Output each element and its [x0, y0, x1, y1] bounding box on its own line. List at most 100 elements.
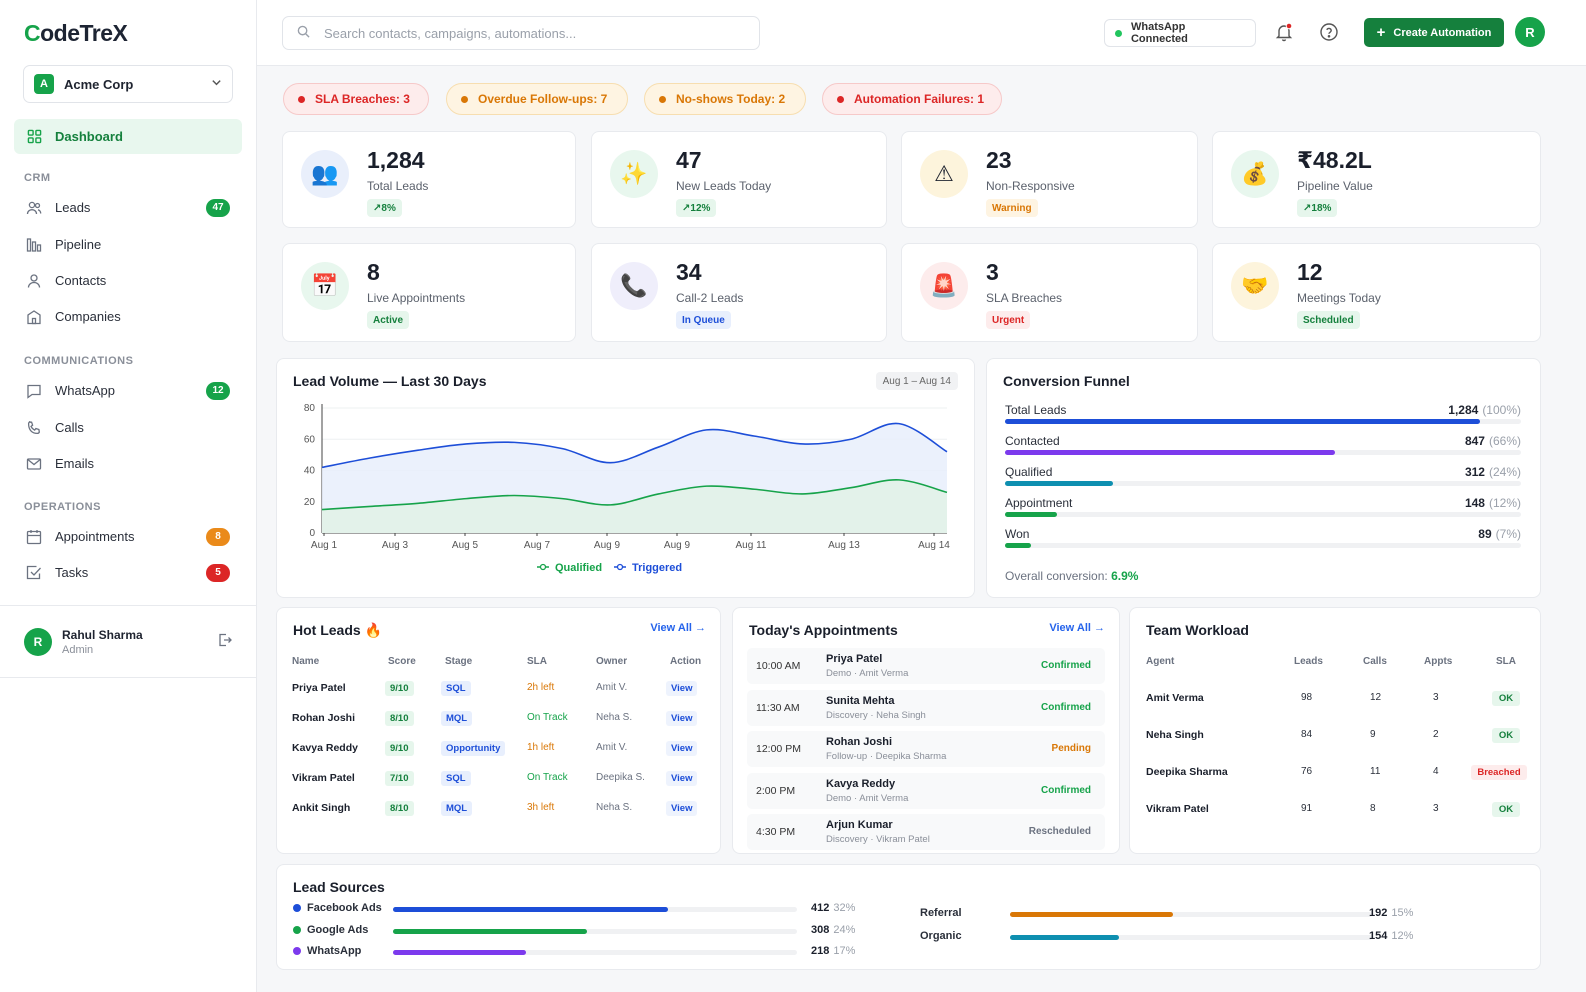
logout-icon[interactable] — [217, 632, 233, 651]
kpi-card[interactable]: 🚨 3 SLA Breaches Urgent — [901, 243, 1198, 342]
sidebar-item-calls[interactable]: Calls — [14, 410, 242, 445]
lead-name[interactable]: Vikram Patel — [292, 772, 355, 784]
lead-name[interactable]: Ankit Singh — [292, 802, 351, 814]
view-lead-button[interactable]: View — [666, 681, 698, 696]
agent-leads: 98 — [1301, 692, 1313, 703]
appointment-row[interactable]: 11:30 AM Sunita Mehta Discovery · Neha Sin… — [747, 689, 1105, 726]
whatsapp-status[interactable]: WhatsApp Connected — [1104, 19, 1256, 47]
view-lead-button[interactable]: View — [666, 711, 698, 726]
score-chip: 7/10 — [385, 771, 414, 786]
search-bar[interactable] — [282, 16, 760, 50]
create-automation-button[interactable]: + Create Automation — [1364, 18, 1504, 47]
hot-leads-view-all-link[interactable]: View All → — [650, 622, 706, 634]
funnel-bar-fill — [1005, 512, 1057, 517]
date-range-chip[interactable]: Aug 1 – Aug 14 — [875, 372, 958, 390]
sla-status: 1h left — [527, 742, 555, 753]
sidebar-item-dashboard[interactable]: Dashboard — [14, 119, 242, 154]
kpi-card[interactable]: 💰 ₹48.2L Pipeline Value ↗18% — [1212, 131, 1541, 228]
lead-name[interactable]: Kavya Reddy — [292, 742, 358, 754]
lead-source-row: Facebook Ads 412 32% — [293, 898, 881, 918]
view-lead-button[interactable]: View — [666, 741, 698, 756]
kpi-card[interactable]: 📞 34 Call-2 Leads In Queue — [591, 243, 887, 342]
y-tick-label: 40 — [304, 466, 316, 477]
avatar[interactable]: R — [24, 627, 52, 656]
search-input[interactable] — [324, 25, 744, 41]
sidebar-item-pipeline[interactable]: Pipeline — [14, 227, 242, 262]
hot-leads-card: Hot Leads 🔥 View All → Name Score Stage SLA… — [276, 607, 721, 854]
agent-name[interactable]: Vikram Patel — [1146, 803, 1209, 815]
funnel-row: Won 89 (7%) — [1005, 527, 1521, 548]
alert-label: Overdue Follow-ups: 7 — [478, 92, 608, 106]
kpi-badge: Active — [367, 311, 410, 329]
help-icon — [1319, 22, 1339, 45]
appointment-detail: Follow-up · Deepika Sharma — [826, 751, 947, 762]
x-tick-label: Aug 13 — [828, 540, 860, 551]
funnel-bar-track — [1005, 419, 1521, 424]
source-name: Google Ads — [293, 924, 368, 936]
view-lead-button[interactable]: View — [666, 801, 698, 816]
sidebar-item-contacts[interactable]: Contacts — [14, 263, 242, 298]
appointment-row[interactable]: 4:30 PM Arjun Kumar Discovery · Vikram Pat… — [747, 814, 1105, 850]
lead-name[interactable]: Priya Patel — [292, 682, 346, 694]
funnel-bar-track — [1005, 512, 1521, 517]
kpi-value: 34 — [676, 259, 702, 285]
sidebar-item-label: Pipeline — [55, 237, 102, 252]
agent-name[interactable]: Neha Singh — [1146, 729, 1204, 741]
avatar[interactable]: R — [1515, 17, 1545, 47]
sidebar-item-leads[interactable]: Leads 47 — [14, 190, 242, 225]
funnel-value: 89 (7%) — [1478, 527, 1521, 541]
status-badge: Confirmed — [1041, 660, 1091, 671]
kpi-badge: ↗12% — [676, 199, 717, 217]
funnel-bar-track — [1005, 543, 1521, 548]
appointment-time: 4:30 PM — [756, 826, 796, 838]
card-title: Team Workload — [1146, 622, 1249, 638]
legend-label[interactable]: Qualified — [555, 562, 602, 574]
appointment-row[interactable]: 10:00 AM Priya Patel Demo · Amit Verma Conf… — [747, 648, 1105, 684]
column-header: SLA — [527, 656, 547, 667]
sidebar-item-whatsapp[interactable]: WhatsApp 12 — [14, 373, 242, 408]
notifications-button[interactable] — [1270, 19, 1298, 47]
appointment-row[interactable]: 12:00 PM Rohan Joshi Follow-up · Deepika S… — [747, 731, 1105, 767]
sidebar-item-label: Appointments — [55, 529, 135, 544]
grid-icon — [26, 129, 42, 145]
source-value: 192 15% — [1369, 907, 1414, 919]
sidebar-item-tasks[interactable]: Tasks 5 — [14, 555, 242, 590]
lead-source-row: WhatsApp 218 17% — [293, 941, 881, 961]
legend-label[interactable]: Triggered — [632, 562, 682, 574]
kpi-card[interactable]: ⚠ 23 Non-Responsive Warning — [901, 131, 1198, 228]
agent-name[interactable]: Amit Verma — [1146, 692, 1204, 704]
appointments-view-all-link[interactable]: View All → — [1049, 622, 1105, 634]
kpi-card[interactable]: 👥 1,284 Total Leads ↗8% — [282, 131, 576, 228]
alert-label: Automation Failures: 1 — [854, 92, 985, 106]
agent-name[interactable]: Deepika Sharma — [1146, 766, 1228, 778]
section-label-communications: COMMUNICATIONS — [24, 355, 134, 367]
kpi-card[interactable]: 📅 8 Live Appointments Active — [282, 243, 576, 342]
view-lead-button[interactable]: View — [666, 771, 698, 786]
funnel-value: 847 (66%) — [1464, 434, 1521, 448]
sidebar-item-companies[interactable]: Companies — [14, 299, 242, 334]
source-bar-fill — [393, 907, 668, 912]
sidebar-item-appointments[interactable]: Appointments 8 — [14, 519, 242, 554]
appointment-row[interactable]: 2:00 PM Kavya Reddy Demo · Amit Verma Confi… — [747, 772, 1105, 809]
org-switcher[interactable]: A Acme Corp — [23, 65, 233, 103]
alert-pill-automation-failures[interactable]: Automation Failures: 1 — [822, 83, 1002, 115]
overall-conversion: Overall conversion: 6.9% — [1005, 569, 1139, 583]
sidebar-item-emails[interactable]: Emails — [14, 446, 242, 481]
alert-pill-sla-breaches[interactable]: SLA Breaches: 3 — [283, 83, 429, 115]
sidebar-item-label: Companies — [55, 309, 121, 324]
create-automation-label: Create Automation — [1393, 26, 1492, 39]
alert-pill-no-shows[interactable]: No-shows Today: 2 — [644, 83, 806, 115]
kpi-value: 1,284 — [367, 147, 425, 173]
kpi-label: SLA Breaches — [986, 291, 1063, 305]
column-header: Action — [670, 656, 702, 667]
app-logo[interactable]: CodeTreX — [24, 20, 128, 46]
help-button[interactable] — [1315, 19, 1343, 47]
alert-pill-overdue-followups[interactable]: Overdue Follow-ups: 7 — [446, 83, 628, 115]
funnel-row: Contacted 847 (66%) — [1005, 434, 1521, 455]
lead-name[interactable]: Rohan Joshi — [292, 712, 356, 724]
kpi-value: 3 — [986, 259, 999, 285]
kpi-card[interactable]: 🤝 12 Meetings Today Scheduled — [1212, 243, 1541, 342]
alert-label: No-shows Today: 2 — [676, 92, 786, 106]
sidebar-item-label: WhatsApp — [55, 383, 115, 398]
kpi-card[interactable]: ✨ 47 New Leads Today ↗12% — [591, 131, 887, 228]
